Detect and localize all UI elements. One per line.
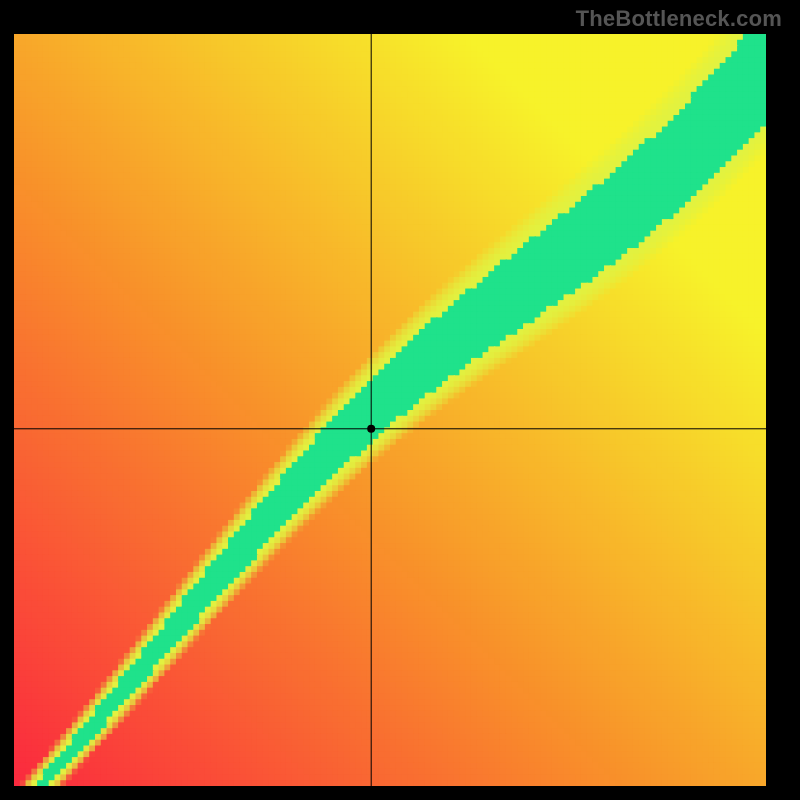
watermark-text: TheBottleneck.com bbox=[576, 6, 782, 32]
bottleneck-heatmap-chart: TheBottleneck.com bbox=[0, 0, 800, 800]
heatmap-canvas bbox=[0, 0, 800, 800]
